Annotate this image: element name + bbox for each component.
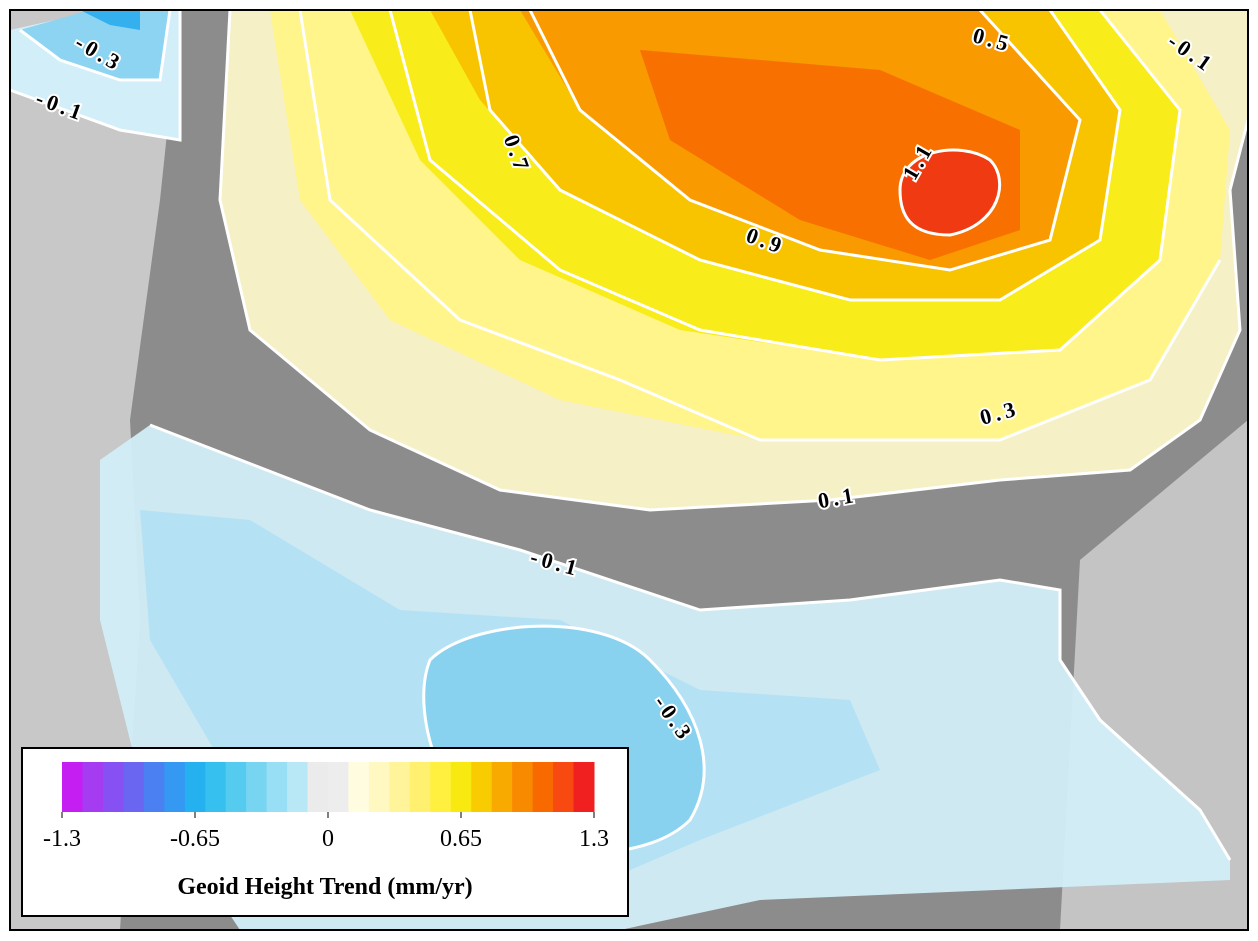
colorbar-swatch: [368, 762, 390, 812]
contour-nw-0-1: [9, 10, 182, 142]
contour-0-1: [218, 9, 1250, 512]
colorbar-tick-label: 0.65: [440, 826, 482, 852]
band-1-1: [900, 150, 1000, 235]
colorbar-swatch: [184, 762, 206, 812]
contour-neg-0-1: [149, 423, 1232, 861]
contour-1-1: [898, 148, 1002, 237]
colorbar-swatch: [450, 762, 472, 812]
colorbar-swatch: [82, 762, 104, 812]
colorbar-tick-label: 1.3: [579, 826, 609, 852]
colorbar-swatch: [328, 762, 349, 812]
colorbar-swatch: [123, 762, 145, 812]
colorbar-swatch: [225, 762, 247, 812]
contour-0-9: [528, 8, 1082, 272]
colorbar-swatch: [205, 762, 227, 812]
legend-title: Geoid Height Trend (mm/yr): [177, 874, 472, 900]
colorbar-swatch: [307, 762, 329, 812]
contour-0-3: [298, 9, 1222, 442]
colorbar-swatch: [164, 762, 186, 812]
colorbar-swatch: [389, 762, 411, 812]
contour-0-7: [468, 9, 1122, 302]
colorbar-swatch: [430, 762, 452, 812]
contour-label: 0.3: [977, 395, 1022, 429]
colorbar-swatch: [348, 762, 370, 812]
colorbar-swatch: [266, 762, 288, 812]
colorbar-swatch: [532, 762, 554, 812]
contour-0-5: [388, 9, 1182, 362]
colorbar-swatch: [553, 762, 575, 812]
colorbar-swatch: [491, 762, 513, 812]
colorbar-swatch: [143, 762, 165, 812]
colorbar-swatch: [471, 762, 493, 812]
colorbar-swatch: [409, 762, 431, 812]
colorbar-swatch: [287, 762, 309, 812]
contour-nw-0-3: [19, 9, 172, 82]
colorbar-tick-label: -0.65: [170, 826, 220, 852]
nw-core: [80, 10, 140, 30]
colorbar-swatch: [246, 762, 268, 812]
colorbar-swatch: [102, 762, 124, 812]
colorbar-swatch: [512, 762, 534, 812]
colorbar-tick-label: 0: [322, 826, 334, 852]
map-frame: [9, 9, 1249, 931]
colorbar-swatch: [62, 762, 83, 812]
colorbar-tick-label: -1.3: [43, 826, 81, 852]
legend: Geoid Height Trend (mm/yr) -1.3 -0.65 0 0.6…: [21, 747, 629, 917]
colorbar-swatch: [573, 762, 595, 812]
